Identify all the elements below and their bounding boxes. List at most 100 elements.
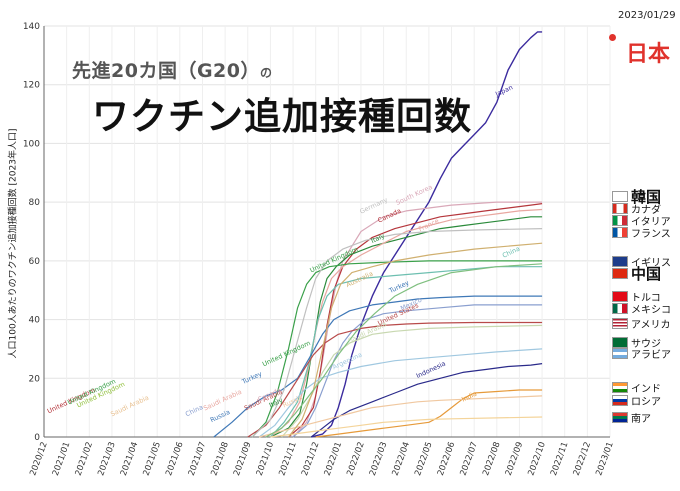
legend-label: トルコ [631, 293, 661, 305]
x-tick-label: 2021/03 [96, 441, 117, 478]
y-tick-label: 140 [23, 22, 40, 32]
x-tick-label: 2022/07 [459, 441, 480, 478]
series-label: Australia [345, 270, 374, 289]
legend-label: アメリカ [631, 319, 671, 331]
flag-icon [612, 302, 628, 314]
legend-item: カナダ [612, 201, 661, 216]
chart-subtitle: 先進20カ国（G20）の [72, 60, 273, 82]
series-lines [213, 31, 543, 438]
x-tick-label: 2022/12 [572, 441, 593, 478]
legend-item: トルコ [612, 289, 661, 304]
series-line [213, 295, 543, 438]
flag-icon [612, 255, 628, 267]
legend-label: ロシア [631, 397, 661, 409]
series-line [251, 260, 543, 438]
series-line [270, 416, 543, 438]
japan-marker [609, 34, 616, 41]
x-tick-label: 2022/10 [526, 441, 547, 478]
legend-label: 中国 [631, 264, 662, 283]
x-tick-label: 2020/12 [28, 441, 49, 478]
x-tick-label: 2021/10 [255, 441, 276, 478]
series-label: Saudi Arabia [109, 394, 150, 419]
x-tick-label: 2021/11 [277, 441, 298, 478]
x-tick-label: 2022/11 [549, 441, 570, 478]
x-tick-label: 2021/07 [187, 441, 208, 478]
x-tick-label: 2021/12 [300, 441, 321, 478]
series-line [258, 348, 543, 438]
legend-item: 中国 [612, 263, 661, 284]
x-tick-label: 2021/06 [164, 441, 185, 478]
series-line [269, 266, 543, 438]
flag-icon [612, 348, 628, 360]
legend-item: フランス [612, 225, 671, 240]
legend-item: 韓国 [612, 186, 661, 207]
flag-icon [612, 412, 628, 424]
legend-label: インド [631, 384, 661, 396]
legend-item: イギリス [612, 254, 671, 269]
legend-label: 韓国 [631, 188, 662, 207]
x-tick-label: 2021/09 [232, 441, 253, 478]
x-tick-label: 2022/03 [368, 441, 389, 478]
date-label: 2023/01/29 [618, 10, 676, 21]
legend-label: サウジ [631, 338, 661, 350]
y-tick-label: 100 [23, 139, 40, 149]
legend-label: イギリス [631, 257, 671, 269]
y-tick-label: 20 [29, 374, 41, 384]
y-tick-label: 60 [29, 257, 41, 267]
series-label: Canada [377, 207, 403, 225]
legend-label: カナダ [631, 205, 661, 216]
flag-icon [612, 395, 628, 407]
x-tick-label: 2021/08 [209, 441, 230, 478]
legend-label: フランス [631, 228, 671, 240]
chart-title: ワクチン追加接種回数 [92, 95, 472, 138]
x-tick-label: 2022/05 [413, 441, 434, 478]
series-line [265, 263, 543, 438]
series-label: Saudi Arabia [202, 388, 243, 413]
series-label: Indonesia [415, 360, 447, 381]
series-line [247, 321, 543, 438]
legend-item: アラビア [612, 346, 671, 361]
x-tick-label: 2022/08 [481, 441, 502, 478]
x-tick-label: 2022/02 [345, 441, 366, 478]
legend-label: イタリア [631, 216, 671, 228]
legend-label: 南ア [631, 414, 651, 426]
japan-label: 日本 [626, 42, 671, 67]
flag-icon [612, 214, 628, 226]
x-tick-label: 2021/01 [51, 441, 72, 478]
series-line [288, 242, 543, 438]
x-tick-label: 2021/02 [74, 441, 95, 478]
series-line [258, 395, 543, 438]
series-label: India [460, 390, 478, 404]
legend-label: メキシコ [631, 304, 671, 316]
legend-item: サウジ [612, 335, 661, 350]
y-tick-label: 40 [29, 316, 41, 326]
flag-icon [612, 317, 628, 329]
x-tick-label: 2022/06 [436, 441, 457, 478]
flag-icon [612, 382, 628, 394]
series-line [315, 389, 543, 438]
x-tick-label: 2022/09 [504, 441, 525, 478]
legend-item: メキシコ [612, 301, 671, 316]
flag-icon [612, 267, 628, 279]
x-tick-label: 2022/04 [391, 441, 412, 478]
series-line [270, 208, 543, 438]
flag-icon [612, 336, 628, 348]
x-tick-label: 2021/04 [119, 441, 140, 478]
flag-icon [612, 191, 628, 203]
y-tick-label: 0 [34, 433, 40, 443]
legend-item: イタリア [612, 213, 671, 228]
series-line [311, 31, 543, 438]
series-label: Turkey [387, 279, 411, 296]
series-line [281, 324, 543, 438]
flag-icon [612, 203, 628, 214]
x-tick-label: 2023/01 [594, 441, 615, 478]
legend-item: アメリカ [612, 316, 671, 331]
x-tick-label: 2021/05 [142, 441, 163, 478]
legend-label: アラビア [631, 350, 671, 362]
legend-item: インド [612, 380, 661, 395]
series-line [251, 228, 543, 438]
legend-item: ロシア [612, 393, 661, 408]
series-label: United Kingdom [261, 339, 312, 368]
series-line [310, 363, 543, 438]
